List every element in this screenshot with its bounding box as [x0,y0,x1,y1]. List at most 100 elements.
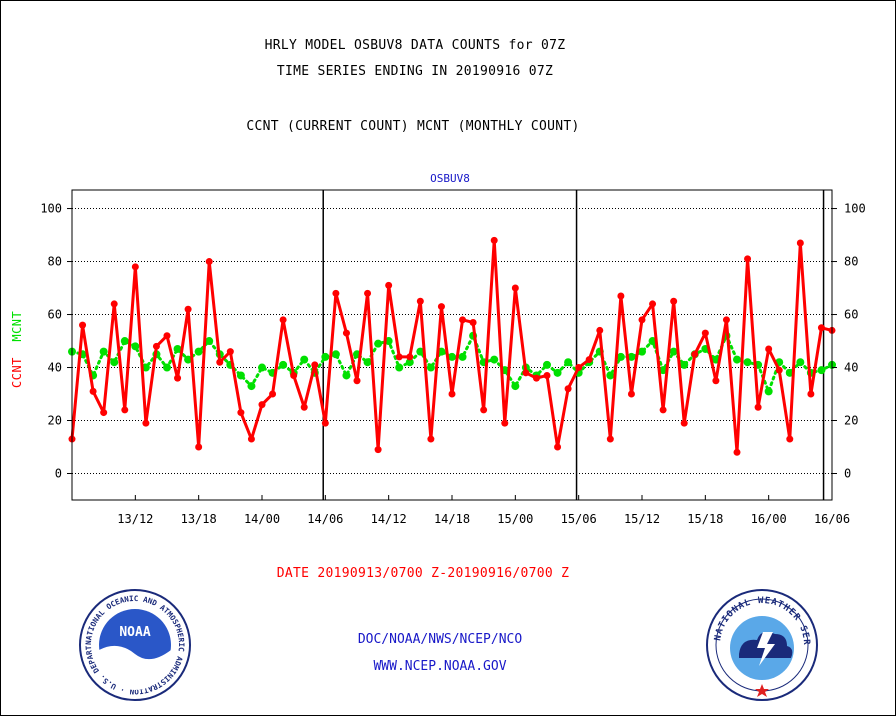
data-point-mcnt [374,339,383,348]
data-point-ccnt [205,258,213,266]
data-point-ccnt [807,390,815,398]
data-point-ccnt [300,403,308,411]
data-point-ccnt [247,435,255,443]
data-point-ccnt [195,443,203,451]
data-point-ccnt [110,300,118,308]
data-point-ccnt [448,390,456,398]
data-point-ccnt [364,289,372,297]
data-point-mcnt [205,337,214,346]
data-point-ccnt [627,390,635,398]
y-tick-label-right: 60 [844,308,858,322]
data-point-ccnt [511,284,519,292]
data-point-mcnt [553,368,562,377]
data-point-mcnt [99,347,108,356]
data-point-ccnt [712,377,720,385]
x-tick-label: 15/06 [561,512,597,526]
plot-border [71,189,833,501]
data-point-ccnt [427,435,435,443]
x-tick-label: 13/18 [181,512,217,526]
data-point-mcnt [426,363,435,372]
data-point-mcnt [796,358,805,367]
data-point-ccnt [437,303,445,311]
data-point-ccnt [817,324,825,332]
data-point-mcnt [110,358,119,367]
data-point-ccnt [237,409,245,417]
y-tick-label-left: 100 [40,202,62,216]
data-point-mcnt [733,355,741,364]
data-point-ccnt [184,305,192,313]
data-point-ccnt [680,419,688,427]
data-point-ccnt [374,446,382,454]
data-point-ccnt [754,403,762,411]
header-legend-line: CCNT (CURRENT COUNT) MCNT (MONTHLY COUNT… [246,119,580,134]
data-point-ccnt [290,371,298,379]
data-point-mcnt [764,387,773,396]
x-tick-label: 15/12 [624,512,660,526]
data-point-mcnt [184,355,193,364]
data-point-mcnt [490,355,499,364]
data-point-ccnt [142,419,150,427]
data-point-mcnt [131,342,140,351]
data-point-mcnt [817,366,826,375]
data-point-ccnt [775,366,783,374]
data-point-ccnt [353,377,361,385]
data-point-ccnt [733,448,741,456]
data-point-ccnt [385,281,393,289]
data-point-mcnt [606,371,615,380]
nws-logo: NATIONAL WEATHER SERVICE [705,588,818,701]
data-point-ccnt [100,409,108,417]
data-point-ccnt [691,350,699,358]
data-point-ccnt [617,292,625,300]
data-point-ccnt [701,329,709,337]
x-tick-label: 16/06 [814,512,850,526]
y-tick-label-right: 0 [844,467,851,481]
data-point-ccnt [585,356,593,364]
data-point-ccnt [596,326,604,334]
data-point-ccnt [532,374,540,382]
data-point-mcnt [331,350,340,359]
y-tick-label-left: 40 [48,361,62,375]
data-point-mcnt [405,358,414,367]
data-point-mcnt [448,352,456,361]
data-point-ccnt [216,358,224,366]
y-tick-label-left: 80 [48,255,62,269]
data-point-mcnt [258,363,266,372]
data-point-ccnt [543,371,551,379]
data-point-mcnt [363,358,372,367]
data-point-mcnt [194,347,203,356]
data-point-ccnt [554,443,562,451]
data-point-ccnt [659,406,667,414]
data-point-mcnt [395,363,404,372]
data-point-ccnt [459,316,467,324]
y-tick-label-right: 100 [844,202,866,216]
noaa-logo: NATIONAL OCEANIC AND ATMOSPHERIC ADMINIS… [78,588,191,701]
header-title-line1: HRLY MODEL OSBUV8 DATA COUNTS for 07Z [264,38,566,53]
data-point-mcnt [659,366,668,375]
data-point-ccnt [469,318,477,326]
data-point-ccnt [131,263,139,271]
data-point-mcnt [543,360,551,369]
y-tick-label-right: 80 [844,255,858,269]
data-point-ccnt [174,374,182,382]
data-point-mcnt [342,371,351,380]
y-tick-label-left: 20 [48,414,62,428]
data-point-ccnt [395,353,403,361]
data-point-mcnt [616,352,625,361]
data-point-mcnt [120,337,129,346]
header-title-line2: TIME SERIES ENDING IN 20190916 07Z [276,64,554,79]
footer-website-link[interactable]: WWW.NCEP.NOAA.GOV [373,659,507,674]
data-point-ccnt [722,316,730,324]
data-point-ccnt [226,348,234,356]
data-point-ccnt [342,329,350,337]
data-point-mcnt [458,352,467,361]
data-point-mcnt [141,363,150,372]
data-point-ccnt [269,390,277,398]
y-tick-label-right: 20 [844,414,858,428]
data-point-mcnt [511,382,520,391]
data-point-ccnt [796,239,804,247]
data-point-ccnt [490,236,498,244]
x-tick-label: 14/12 [371,512,407,526]
data-point-mcnt [173,344,182,353]
data-point-ccnt [501,419,509,427]
